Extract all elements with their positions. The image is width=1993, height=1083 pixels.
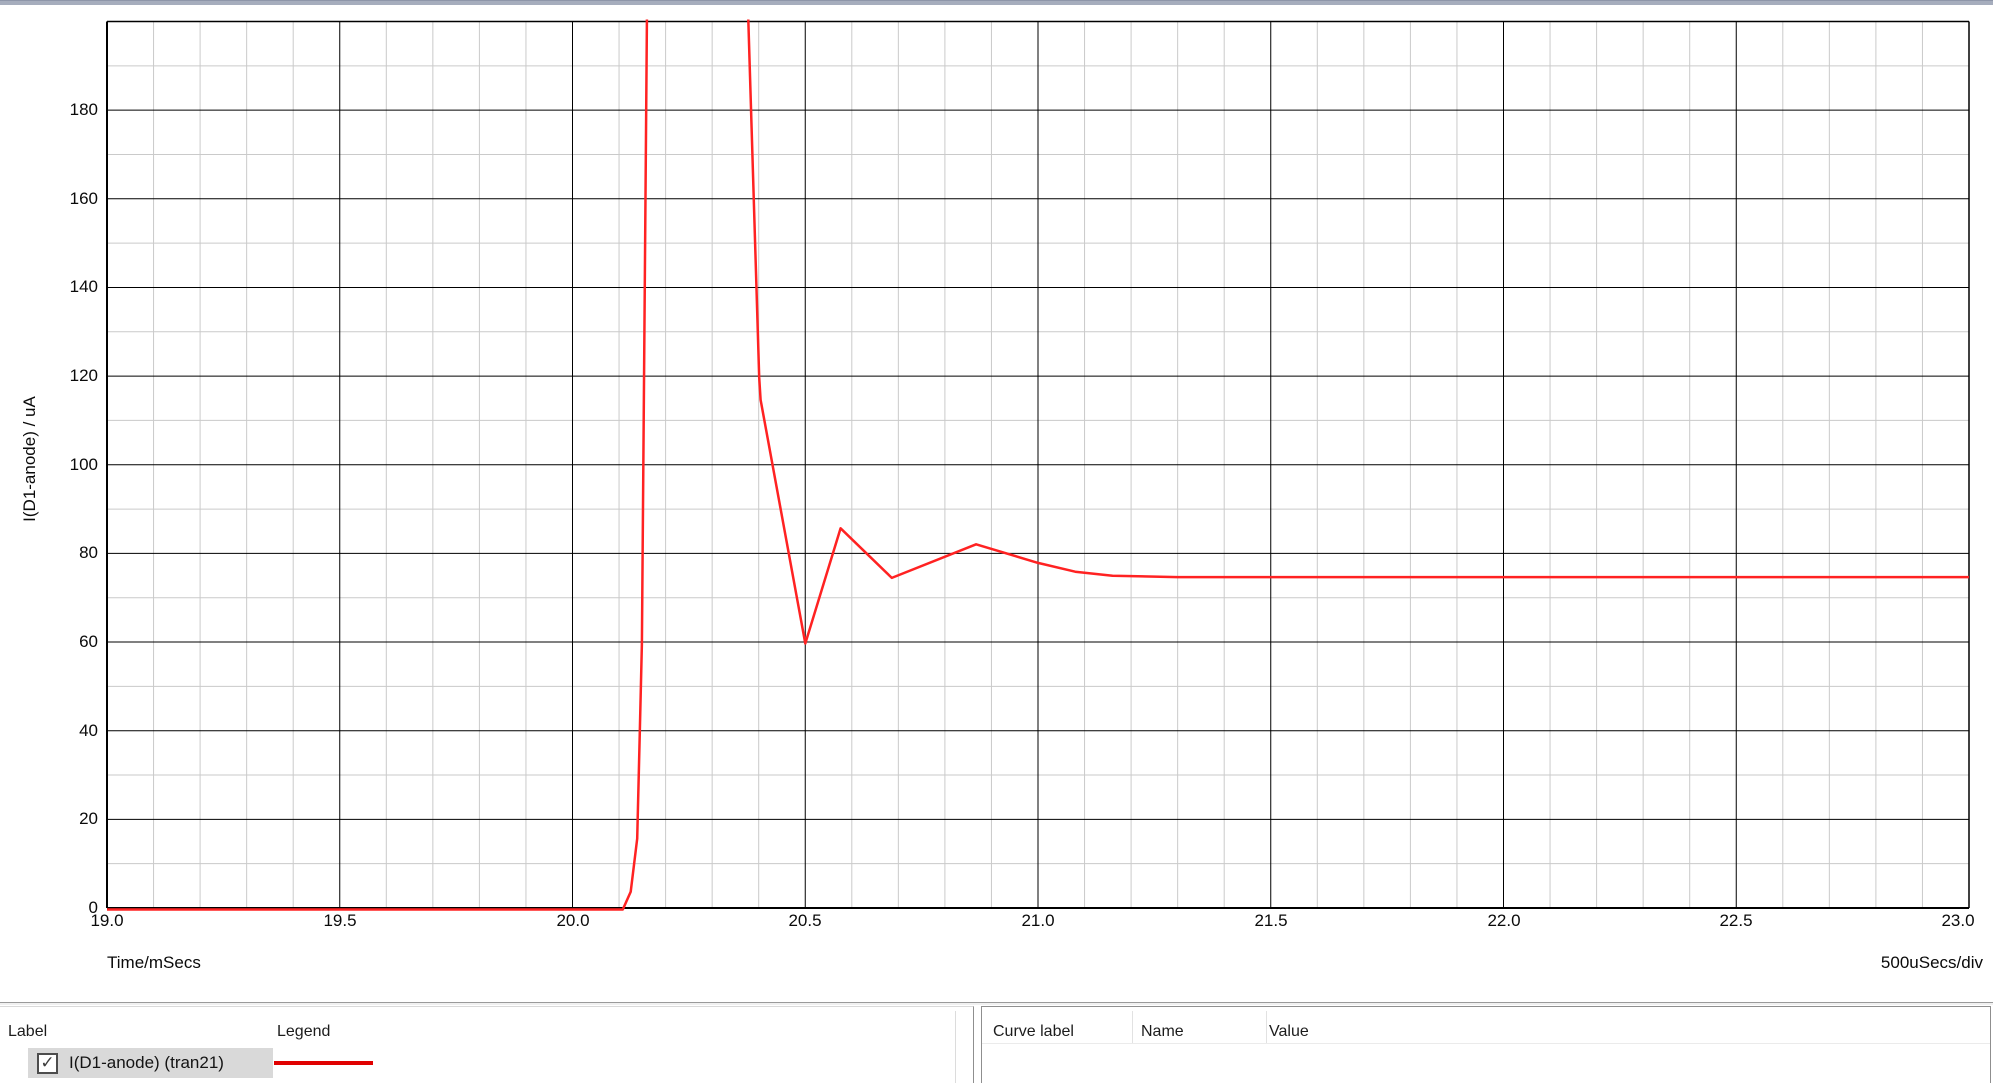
y-tick-label: 0 [88, 898, 98, 917]
y-tick-label: 160 [69, 189, 98, 208]
x-tick-label: 21.5 [1254, 911, 1288, 930]
horizontal-divider-highlight [0, 1003, 1993, 1005]
waveform-plot-area[interactable]: 0 20 40 60 80 100 120 140 160 180 19.0 19.5 20.0 20.5… [0, 0, 1993, 1002]
plot-canvas[interactable] [0, 0, 1993, 1002]
curve-legend-panel: Label Legend ✓ I(D1-anode) (tran21) [0, 1006, 974, 1083]
y-tick-label: 180 [69, 100, 98, 119]
x-tick-label: 20.0 [556, 911, 590, 930]
x-tick-label: 22.5 [1719, 911, 1753, 930]
window-top-edge [0, 0, 1993, 5]
curve-visibility-checkbox[interactable]: ✓ [37, 1052, 58, 1074]
x-tick-label: 19.5 [323, 911, 357, 930]
header-column-divider [1132, 1011, 1133, 1043]
horizontal-divider [0, 1002, 1993, 1003]
curve-info-panel: Curve label Name Value [981, 1006, 1991, 1083]
curve-row-label[interactable]: I(D1-anode) (tran21) [69, 1053, 224, 1072]
x-tick-label: 21.0 [1021, 911, 1055, 930]
y-tick-label: 60 [79, 632, 98, 651]
header-column-divider [1266, 1011, 1267, 1043]
legend-column-header: Legend [277, 1023, 331, 1040]
waveform-curve[interactable] [107, 10, 1969, 911]
value-column-header: Value [1269, 1023, 1309, 1040]
legend-line-swatch[interactable] [274, 1061, 373, 1065]
x-tick-label: 20.5 [788, 911, 822, 930]
header-underline [982, 1043, 1990, 1044]
y-tick-label: 120 [69, 366, 98, 385]
x-axis-title: Time/mSecs [107, 953, 201, 972]
y-tick-label: 100 [69, 455, 98, 474]
curve-label-column-header: Curve label [993, 1023, 1074, 1040]
y-axis-title: I(D1-anode) / uA [20, 396, 39, 522]
name-column-header: Name [1141, 1023, 1184, 1040]
y-tick-label: 80 [79, 543, 98, 562]
y-tick-label: 40 [79, 721, 98, 740]
y-tick-label: 140 [69, 277, 98, 296]
x-tick-label: 23.0 [1941, 911, 1975, 930]
label-column-header: Label [8, 1023, 48, 1040]
panel-splitter[interactable] [975, 1006, 981, 1083]
y-tick-label: 20 [79, 809, 98, 828]
x-scale-per-division: 500uSecs/div [1880, 953, 1983, 972]
column-edge-line [955, 1011, 956, 1083]
x-tick-label: 22.0 [1487, 911, 1521, 930]
x-tick-label: 19.0 [90, 911, 124, 930]
curve-list-row[interactable]: ✓ I(D1-anode) (tran21) [28, 1048, 273, 1078]
